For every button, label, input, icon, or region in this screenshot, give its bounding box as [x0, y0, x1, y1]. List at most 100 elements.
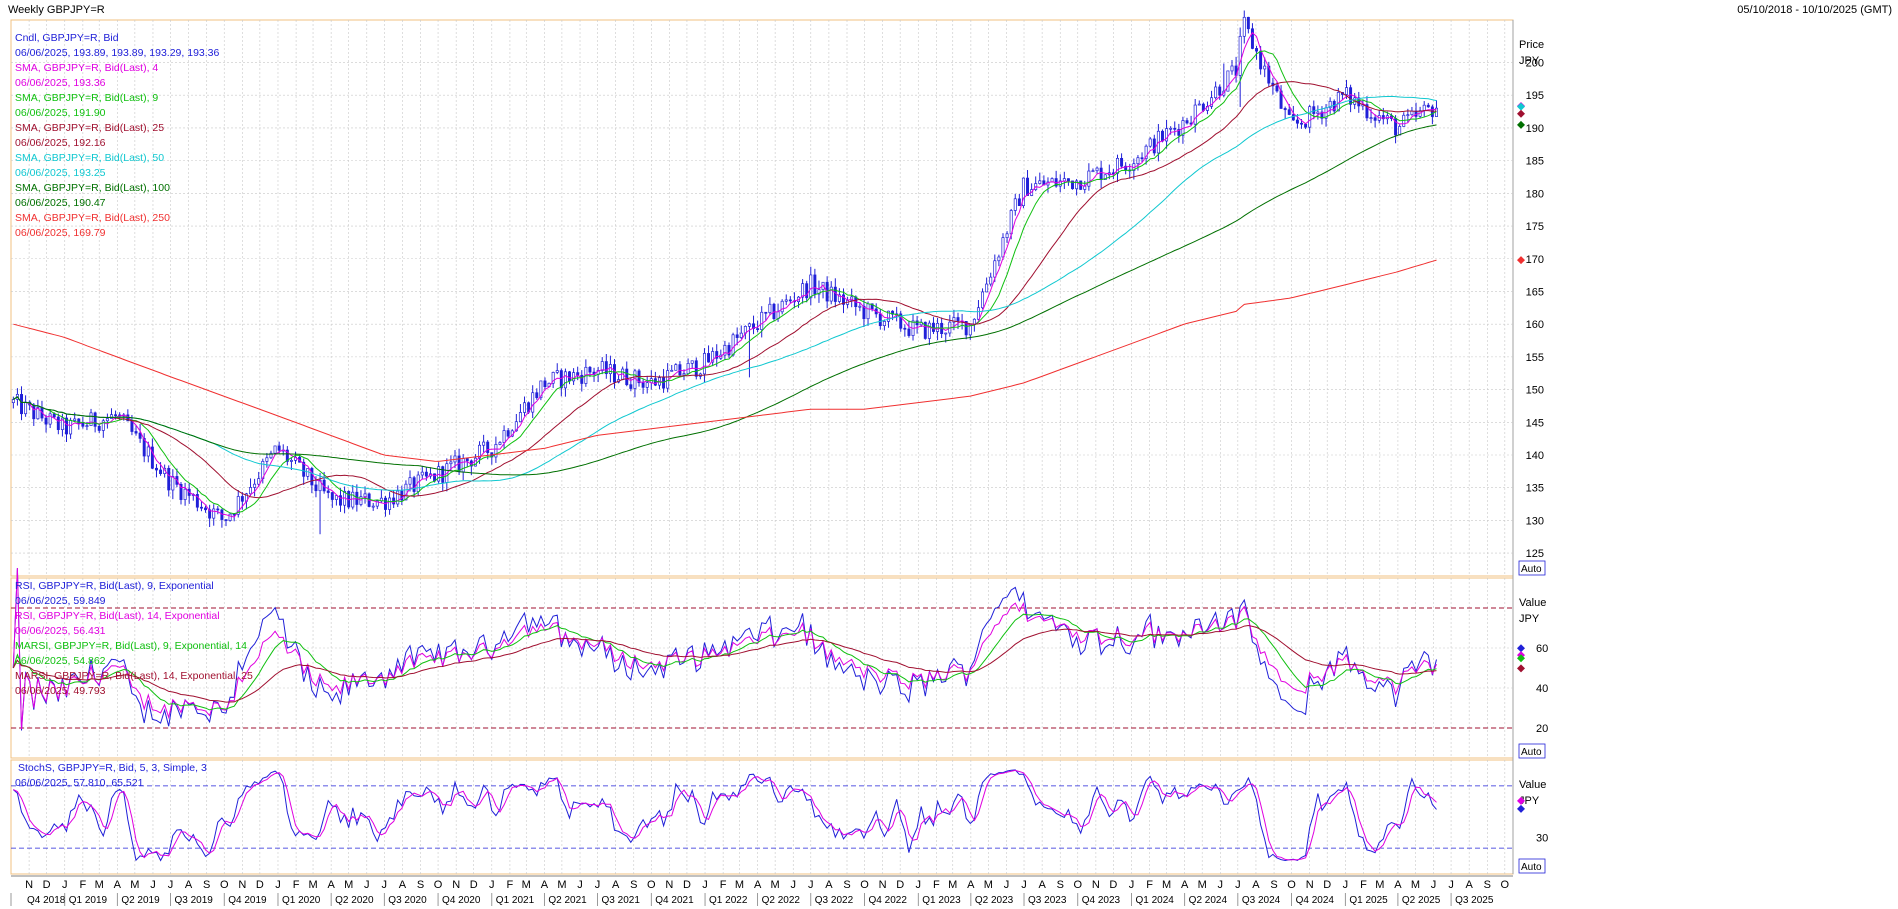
- candle-body: [105, 418, 109, 422]
- sma-4-line: [13, 31, 1437, 518]
- price-tick-label: 145: [1526, 417, 1544, 429]
- month-tick-label: N: [238, 879, 246, 891]
- month-tick-label: N: [665, 879, 673, 891]
- candle-body: [739, 332, 743, 338]
- candle-body: [396, 490, 400, 505]
- legend-label: MARSI, GBPJPY=R, Bid(Last), 14, Exponent…: [15, 670, 253, 682]
- candle-body: [899, 313, 903, 329]
- month-tick-label: J: [577, 879, 583, 891]
- candle-body: [1426, 104, 1430, 108]
- candle-body: [1169, 127, 1173, 130]
- month-tick-label: D: [1323, 879, 1331, 891]
- month-tick-label: A: [612, 879, 620, 891]
- candle-body: [543, 380, 547, 388]
- rsi-auto-box: [1518, 743, 1546, 759]
- candle-body: [77, 418, 81, 424]
- quarter-label: Q3 2024: [1242, 895, 1281, 906]
- candle-body: [494, 444, 498, 458]
- rsi-last-marker: [1517, 644, 1525, 653]
- quarter-label: Q1 2022: [709, 895, 748, 906]
- month-tick-label: N: [452, 879, 460, 891]
- candle-body: [1230, 65, 1234, 72]
- legend-label: SMA, GBPJPY=R, Bid(Last), 50: [15, 152, 164, 164]
- stoch-k-line: [12, 769, 1437, 862]
- quarter-label: Q1 2019: [69, 895, 108, 906]
- legend-label: MARSI, GBPJPY=R, Bid(Last), 9, Exponenti…: [15, 640, 247, 652]
- candle-body: [60, 417, 64, 430]
- candle-body: [232, 513, 236, 516]
- quarter-label: Q4 2018: [27, 895, 66, 906]
- candle-body: [702, 353, 706, 375]
- quarter-label: Q1 2025: [1349, 895, 1388, 906]
- candle-body: [1173, 127, 1177, 130]
- month-tick-label: M: [95, 879, 104, 891]
- quarter-label: Q1 2021: [496, 895, 535, 906]
- candle-body: [788, 299, 792, 302]
- quarter-label: Q2 2024: [1189, 895, 1228, 906]
- month-tick-label: A: [1181, 879, 1189, 891]
- candle-body: [420, 471, 424, 476]
- month-tick-label: J: [1448, 879, 1454, 891]
- rsi-9-line: [12, 567, 1437, 731]
- month-tick-label: M: [735, 879, 744, 891]
- month-tick-label: J: [382, 879, 388, 891]
- candle-body: [1038, 180, 1042, 184]
- price-tick-label: 180: [1526, 188, 1544, 200]
- month-tick-label: J: [595, 879, 601, 891]
- grid-lines: [11, 20, 1513, 874]
- candle-body: [1287, 109, 1291, 115]
- quarter-label: Q3 2019: [174, 895, 213, 906]
- candle-body: [972, 318, 976, 325]
- legend-label: SMA, GBPJPY=R, Bid(Last), 25: [15, 122, 164, 134]
- candle-body: [833, 286, 837, 302]
- candle-body: [968, 323, 972, 336]
- candle-body: [236, 496, 240, 515]
- month-tick-label: D: [683, 879, 691, 891]
- price-tick-label: 150: [1526, 385, 1544, 397]
- candle-body: [625, 368, 629, 386]
- quarter-label: Q3 2020: [388, 895, 427, 906]
- candle-body: [424, 471, 428, 477]
- candle-body: [318, 479, 322, 492]
- candle-body: [1161, 130, 1164, 142]
- month-tick-label: S: [1270, 879, 1277, 891]
- price-tick-label: 195: [1526, 90, 1544, 102]
- quarter-label: Q3 2022: [815, 895, 854, 906]
- month-tick-label: A: [185, 879, 193, 891]
- month-tick-label: M: [522, 879, 531, 891]
- legend-label: SMA, GBPJPY=R, Bid(Last), 4: [15, 62, 158, 74]
- candle-body: [212, 508, 216, 519]
- candle-body: [923, 321, 927, 339]
- legend-label: RSI, GBPJPY=R, Bid(Last), 9, Exponential: [15, 580, 214, 592]
- legend-value: 06/06/2025, 57.810, 65.521: [15, 777, 144, 789]
- month-tick-label: A: [327, 879, 335, 891]
- month-tick-label: O: [647, 879, 656, 891]
- candle-body: [1406, 114, 1410, 117]
- stoch-legend: StochS, GBPJPY=R, Bid, 5, 3, Simple, 3 06…: [15, 762, 207, 789]
- candle-body: [809, 274, 813, 299]
- candle-body: [334, 495, 338, 500]
- candle-body: [674, 364, 678, 371]
- month-tick-label: F: [720, 879, 727, 891]
- rsi-last-marker: [1517, 654, 1525, 663]
- candle-body: [412, 477, 416, 492]
- candle-body: [1103, 174, 1107, 181]
- candle-body: [1140, 157, 1144, 160]
- candle-body: [952, 317, 956, 323]
- candle-body: [81, 422, 85, 427]
- legend-value: 06/06/2025, 193.25: [15, 167, 106, 179]
- candle-body: [690, 360, 694, 364]
- candle-body: [723, 345, 727, 356]
- candle-body: [1373, 117, 1377, 121]
- month-tick-label: M: [557, 879, 566, 891]
- candle-body: [518, 412, 522, 423]
- candle-body: [44, 417, 48, 425]
- month-tick-label: O: [1073, 879, 1082, 891]
- month-tick-label: J: [1235, 879, 1241, 891]
- candle-body: [653, 378, 657, 386]
- candle-body: [208, 509, 212, 519]
- candle-body: [829, 286, 833, 302]
- price-last-marker: [1517, 256, 1525, 265]
- candle-body: [130, 420, 134, 432]
